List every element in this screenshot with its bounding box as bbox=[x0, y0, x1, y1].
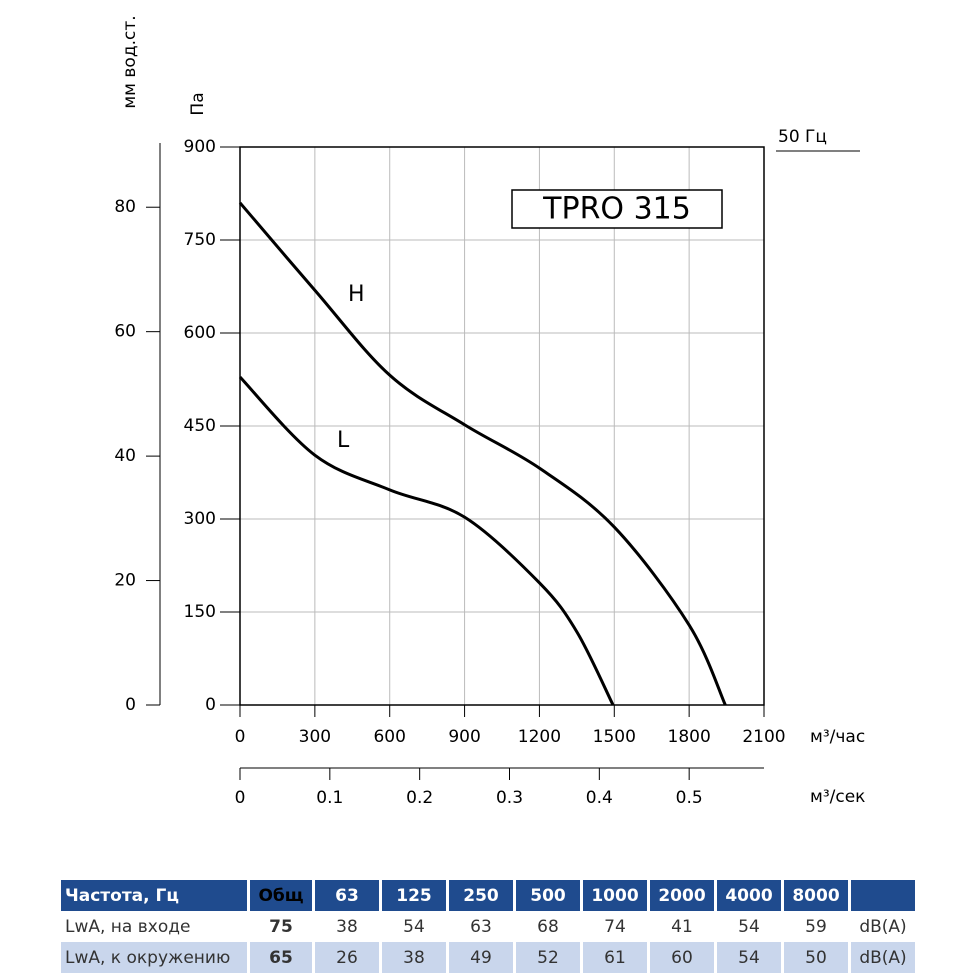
y-tick-label: 750 bbox=[184, 230, 216, 250]
y2-axis-label: мм вод.ст. bbox=[120, 15, 140, 108]
x-tick-label: 1200 bbox=[518, 727, 561, 747]
title-box bbox=[511, 189, 723, 229]
table-cell: 61 bbox=[583, 942, 647, 973]
table-cell: 63 bbox=[449, 911, 513, 942]
chart: 0 300 600 900 1200 1500 1800 210001503004506007… bbox=[114, 15, 865, 808]
table-cell: 54 bbox=[717, 911, 781, 942]
y-tick-label: 450 bbox=[184, 416, 216, 436]
x-tick-label: 0 bbox=[235, 727, 246, 747]
plot-frame bbox=[239, 146, 765, 706]
x-axis-label: м³/час bbox=[810, 727, 865, 747]
table-cell: 68 bbox=[516, 911, 580, 942]
header-cell: 500 bbox=[516, 880, 580, 911]
table-cell: dB(A) bbox=[851, 942, 915, 973]
table-cell: 26 bbox=[315, 942, 379, 973]
table-header: Частота, Гц Общ 63 125 250 500 1000 2000 4000 800… bbox=[61, 880, 915, 911]
y-tick-label: 300 bbox=[184, 509, 216, 529]
x2-tick-label: 0.2 bbox=[406, 788, 433, 808]
curve bbox=[238, 375, 615, 706]
table-cell: 49 bbox=[449, 942, 513, 973]
y2-tick-label: 0 bbox=[125, 695, 136, 715]
header-cell bbox=[851, 880, 915, 911]
table-cell: LwA, на входе bbox=[61, 911, 247, 942]
header-cell: Общ bbox=[250, 880, 312, 911]
y-tick-label: 150 bbox=[184, 602, 216, 622]
header-cell: 250 bbox=[449, 880, 513, 911]
sound-table: Частота, Гц Общ 63 125 250 500 1000 2000 4000 800… bbox=[58, 880, 918, 973]
y-tick-label: 900 bbox=[184, 137, 216, 157]
y-axis-label: Па bbox=[188, 92, 208, 115]
table-cell: dB(A) bbox=[851, 911, 915, 942]
table-row: LwA, к окружению 65 26 38 49 52 61 60 54 50 dB(A) bbox=[61, 942, 915, 973]
table-cell: 60 bbox=[650, 942, 714, 973]
table-cell: 75 bbox=[250, 911, 312, 942]
table-cell: 41 bbox=[650, 911, 714, 942]
x2-tick-label: 0.4 bbox=[586, 788, 613, 808]
x-tick-label: 900 bbox=[448, 727, 480, 747]
curve-label: H bbox=[348, 282, 365, 307]
x-tick-label: 1800 bbox=[668, 727, 711, 747]
table-cell: LwA, к окружению bbox=[61, 942, 247, 973]
y2-tick-label: 20 bbox=[114, 571, 136, 591]
y-tick-label: 0 bbox=[205, 695, 216, 715]
header-cell: 4000 bbox=[717, 880, 781, 911]
table-cell: 54 bbox=[382, 911, 446, 942]
table-body: LwA, на входе 75 38 54 63 68 74 41 54 59 dB(A) LwA,… bbox=[61, 911, 915, 973]
table-cell: 54 bbox=[717, 942, 781, 973]
frequency-label: 50 Гц bbox=[778, 127, 827, 147]
table-cell: 38 bbox=[315, 911, 379, 942]
x-tick-label: 300 bbox=[299, 727, 331, 747]
y2-tick-label: 60 bbox=[114, 322, 136, 342]
table-row: LwA, на входе 75 38 54 63 68 74 41 54 59 dB(A) bbox=[61, 911, 915, 942]
x-tick-label: 1500 bbox=[593, 727, 636, 747]
x2-axis-label: м³/сек bbox=[810, 787, 865, 807]
x2-tick-label: 0.5 bbox=[676, 788, 703, 808]
table-cell: 50 bbox=[784, 942, 848, 973]
y-tick-label: 600 bbox=[184, 323, 216, 343]
table-cell: 38 bbox=[382, 942, 446, 973]
table-cell: 59 bbox=[784, 911, 848, 942]
header-cell: 125 bbox=[382, 880, 446, 911]
y2-tick-label: 80 bbox=[114, 197, 136, 217]
header-cell: 8000 bbox=[784, 880, 848, 911]
header-cell: 1000 bbox=[583, 880, 647, 911]
x-tick-label: 2100 bbox=[742, 727, 785, 747]
header-cell: 2000 bbox=[650, 880, 714, 911]
x2-tick-label: 0.1 bbox=[316, 788, 343, 808]
table-cell: 65 bbox=[250, 942, 312, 973]
table-cell: 74 bbox=[583, 911, 647, 942]
curve-label: L bbox=[337, 428, 350, 453]
header-cell: 63 bbox=[315, 880, 379, 911]
header-cell: Частота, Гц bbox=[61, 880, 247, 911]
x2-tick-label: 0.3 bbox=[496, 788, 523, 808]
chart-title: TPRO 315 bbox=[542, 192, 691, 227]
x2-tick-label: 0 bbox=[235, 788, 246, 808]
y2-tick-label: 40 bbox=[114, 446, 136, 466]
curve bbox=[238, 201, 727, 706]
x-tick-label: 600 bbox=[373, 727, 405, 747]
table-cell: 52 bbox=[516, 942, 580, 973]
